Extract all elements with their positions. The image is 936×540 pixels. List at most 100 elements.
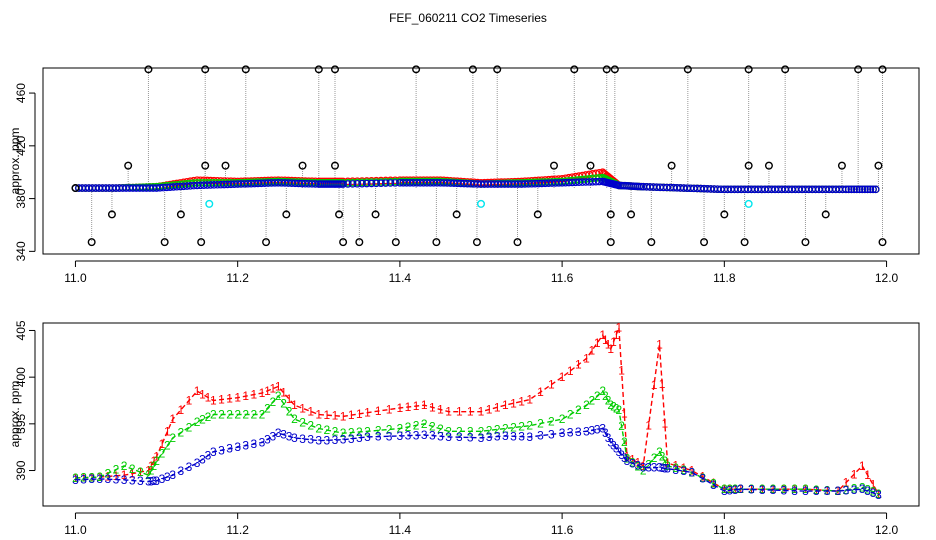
series-1-marker: 1: [194, 384, 201, 398]
series-2-marker: 2: [178, 426, 185, 440]
series-3-marker: 3: [548, 427, 555, 441]
outlier-point: [602, 65, 611, 74]
series-3-marker: 3: [397, 429, 404, 443]
series-3-marker: 3: [689, 465, 696, 479]
series-2-marker: 2: [875, 487, 882, 501]
series-3-marker: 3: [205, 449, 212, 463]
top-panel: approx. ppm 11.0 11.2 11.4 11.6 11.8 12.0 340…: [8, 65, 920, 285]
series-3-marker: 3: [226, 442, 233, 456]
series-3-marker: 3: [559, 426, 566, 440]
series-3-marker: 3: [129, 473, 136, 487]
series-3-marker: 3: [859, 482, 866, 496]
series-2-marker: 2: [613, 401, 620, 415]
series-1-marker: 1: [405, 400, 412, 414]
series-3-marker: 3: [770, 483, 777, 497]
series-3-marker: 3: [315, 434, 322, 448]
series-2-marker: 2: [332, 425, 339, 439]
series-2-marker: 2: [307, 418, 314, 432]
series-1-marker: 1: [397, 401, 404, 415]
series-3-marker: 3: [518, 430, 525, 444]
series-1-marker: 1: [864, 468, 871, 482]
series-1-marker: 1: [324, 408, 331, 422]
series-1-marker: 1: [251, 388, 258, 402]
series-2-marker: 2: [721, 482, 728, 496]
series-1-marker: 1: [186, 393, 193, 407]
series-3-point: [344, 180, 352, 188]
outlier-point: [647, 238, 656, 247]
outlier-point: [391, 238, 400, 247]
bottom-y-axis-label: approx. ppm: [8, 381, 22, 448]
outlier-point: [282, 210, 291, 219]
series-2-marker: 2: [169, 431, 176, 445]
series-2-marker: 2: [324, 423, 331, 437]
series-1-marker: 1: [340, 409, 347, 423]
series-3-marker: 3: [375, 430, 382, 444]
outlier-point: [160, 238, 169, 247]
series-3-point: [362, 179, 371, 188]
series-2-marker: 2: [737, 482, 744, 496]
series-3-marker: 3: [324, 433, 331, 447]
series-3-marker: 3: [169, 468, 176, 482]
series-2-marker: 2: [80, 471, 87, 485]
series-1-marker: 1: [218, 393, 225, 407]
series-1-marker: 1: [583, 351, 590, 365]
series-3-marker: 3: [148, 474, 155, 488]
outlier-point: [107, 210, 116, 219]
series-3-marker: 3: [178, 464, 185, 478]
series-1-marker: 1: [210, 393, 217, 407]
outlier-point: [720, 210, 729, 219]
series-3-marker: 3: [456, 430, 463, 444]
chart-title: FEF_060211 CO2 Timeseries: [389, 11, 547, 25]
series-2-marker: 2: [780, 482, 787, 496]
series-3-marker: 3: [251, 437, 258, 451]
series-3-marker: 3: [748, 483, 755, 497]
bottom-x-tick-label: 11.4: [389, 523, 412, 537]
series-1-marker: 1: [699, 470, 706, 484]
series-1-marker: 1: [618, 364, 625, 378]
series-2-marker: 2: [486, 423, 493, 437]
series-3-marker: 3: [813, 484, 820, 498]
series-2-marker: 2: [537, 417, 544, 431]
series-1-marker: 1: [445, 405, 452, 419]
outlier-point: [610, 65, 619, 74]
series-3-marker: 3: [437, 429, 444, 443]
flagged-point: [205, 199, 214, 208]
series-2-marker: 2: [864, 483, 871, 497]
series-1-marker: 1: [640, 459, 647, 473]
series-2-marker: 2: [835, 484, 842, 498]
series-2-marker: 2: [364, 424, 371, 438]
series-1-marker: 1: [413, 399, 420, 413]
series-2-marker: 2: [662, 454, 669, 468]
series-2-marker: 2: [599, 384, 606, 398]
series-2-marker: 2: [159, 446, 166, 460]
series-2-marker: 2: [859, 480, 866, 494]
series-2-marker: 2: [348, 426, 355, 440]
series-3-marker: 3: [824, 484, 831, 498]
series-3-point: [311, 180, 320, 188]
top-x-tick-label: 11.8: [713, 271, 736, 285]
series-2-marker: 2: [607, 398, 614, 412]
series-3-marker: 3: [88, 472, 95, 486]
series-1-marker: 1: [526, 393, 533, 407]
series-3-marker: 3: [605, 431, 612, 445]
series-3-marker: 3: [332, 433, 339, 447]
series-3-marker: 3: [656, 461, 663, 475]
series-1-marker: 1: [259, 386, 266, 400]
series-3-marker: 3: [210, 445, 217, 459]
series-1-marker: 1: [275, 379, 282, 393]
series-1-marker: 1: [421, 398, 428, 412]
series-3-marker: 3: [234, 440, 241, 454]
series-2-marker: 2: [96, 470, 103, 484]
series-2-marker: 2: [502, 422, 509, 436]
outlier-point: [339, 238, 348, 247]
outlier-point: [241, 65, 250, 74]
series-1-marker: 1: [456, 405, 463, 419]
series-3-marker: 3: [478, 431, 485, 445]
series-2-marker: 2: [478, 424, 485, 438]
series-2-marker: 2: [589, 393, 596, 407]
series-2-marker: 2: [340, 426, 347, 440]
series-2-marker: 2: [594, 389, 601, 403]
series-2-marker: 2: [280, 397, 287, 411]
series-2-marker: 2: [299, 415, 306, 429]
series-3-point: [353, 179, 362, 188]
